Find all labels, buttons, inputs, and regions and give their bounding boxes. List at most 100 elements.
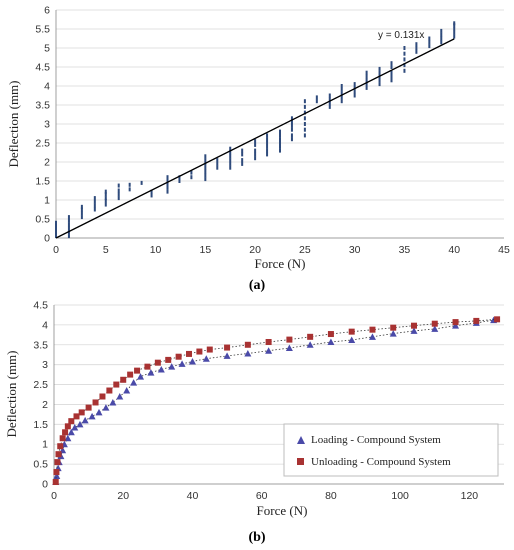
chart-a-point xyxy=(93,207,96,212)
chart-b-unloading-point xyxy=(106,387,113,394)
chart-b-loading-point xyxy=(327,338,335,345)
chart-a-point xyxy=(104,189,107,194)
chart-a-point xyxy=(303,122,306,126)
chart-b-loading-point xyxy=(109,398,117,406)
chart-a-point xyxy=(178,179,181,183)
chart-a-point xyxy=(378,66,381,71)
chart-a-point xyxy=(254,148,257,153)
chart-a-point xyxy=(315,99,318,104)
chart-b-loading-point xyxy=(168,363,176,370)
chart-a-point xyxy=(104,196,107,201)
chart-a-xtick-label: 15 xyxy=(199,244,211,256)
chart-b-xtick-label: 120 xyxy=(461,490,479,502)
chart-a-point xyxy=(428,44,431,49)
chart-b-unloading-point xyxy=(127,371,134,378)
chart-b-unloading-point xyxy=(92,399,99,406)
chart-a-ticks: 0 0.5 1 1.5 2 2.5 3 3.5 4 4.5 5 5.5 6 0 5 10 15 20 25 30 35 4… xyxy=(35,5,510,257)
chart-a-point xyxy=(279,137,281,142)
chart-a-point xyxy=(340,99,343,104)
chart-a-xtick-label: 5 xyxy=(103,244,109,256)
chart-a-xtick-label: 25 xyxy=(299,244,311,256)
chart-a-point xyxy=(67,234,70,239)
chart-b-loading-point xyxy=(147,369,155,376)
chart-a-point xyxy=(128,187,131,192)
chart-b-loading-point xyxy=(130,379,138,386)
chart-a-point xyxy=(216,165,219,170)
chart-a-point xyxy=(178,175,181,180)
chart-b-loading-point xyxy=(178,360,186,367)
chart-a-point xyxy=(403,57,406,62)
chart-a-point xyxy=(254,156,257,161)
chart-b-unloading-point xyxy=(452,319,459,326)
chart-b-unloading-point xyxy=(224,344,231,351)
chart-b-legend-box xyxy=(283,423,499,477)
chart-b-xtick-label: 0 xyxy=(51,490,57,502)
legend-unloading-marker xyxy=(297,458,304,465)
chart-b-ytick-label: 4.5 xyxy=(33,300,48,312)
chart-a-point xyxy=(128,182,131,187)
chart-b-loading-point xyxy=(71,424,79,431)
chart-a-point xyxy=(80,207,83,212)
chart-a-point xyxy=(415,42,418,47)
chart-a-point xyxy=(365,82,368,87)
chart-a-point xyxy=(204,165,207,170)
chart-a-point xyxy=(117,188,120,193)
chart-a-point xyxy=(166,175,169,180)
chart-a-ytick-label: 5.5 xyxy=(35,24,50,36)
chart-a-point xyxy=(303,99,306,104)
chart-b-loading-point xyxy=(452,322,460,329)
chart-a-point xyxy=(328,93,331,98)
chart-a: 0 0.5 1 1.5 2 2.5 3 3.5 4 4.5 5 5.5 6 0 5 10 15 20 25 30 35 4… xyxy=(6,5,510,294)
chart-a-point xyxy=(328,104,331,109)
chart-b-unloading-point xyxy=(473,317,480,324)
chart-a-point xyxy=(328,101,331,106)
chart-a-ylabel: Deflection (mm) xyxy=(6,81,21,168)
chart-b-unloading-point xyxy=(286,336,293,343)
chart-b-ytick-label: 2.5 xyxy=(33,379,48,391)
chart-a-point xyxy=(266,148,269,153)
chart-a-point xyxy=(303,116,306,121)
chart-a-point xyxy=(365,74,368,79)
chart-a-point xyxy=(303,104,306,109)
chart-a-point xyxy=(117,192,120,197)
chart-b-loading-point xyxy=(137,373,145,380)
chart-b-unloading-point xyxy=(327,331,334,338)
chart-b-loading-point xyxy=(389,330,397,337)
chart-a-point xyxy=(241,148,244,153)
chart-b-unloading-point xyxy=(134,367,141,374)
chart-b-xtick-label: 60 xyxy=(256,490,268,502)
chart-a-point xyxy=(290,116,293,121)
chart-b-ytick-label: 4 xyxy=(42,319,48,331)
chart-b-loading-point xyxy=(285,344,293,351)
chart-a-point xyxy=(340,84,343,88)
chart-a-xtick-label: 20 xyxy=(249,244,261,256)
chart-a-point xyxy=(229,161,232,166)
chart-b-loading-point xyxy=(223,352,231,359)
chart-a-ytick-label: 1 xyxy=(44,195,50,207)
chart-a-point xyxy=(216,161,219,166)
chart-b-ytick-label: 0 xyxy=(42,479,48,491)
chart-b-loading-point xyxy=(410,327,418,334)
chart-a-point xyxy=(150,189,153,194)
chart-a-point xyxy=(453,21,456,26)
chart-a-point xyxy=(279,141,281,145)
chart-b-loading-point xyxy=(76,420,84,428)
chart-b-loading-point xyxy=(53,472,61,480)
chart-a-point xyxy=(117,196,120,201)
chart-b-xtick-label: 80 xyxy=(325,490,337,502)
chart-a-ytick-label: 2.5 xyxy=(35,138,50,150)
chart-a-point xyxy=(390,78,393,83)
chart-a-points xyxy=(55,21,456,239)
chart-a-point xyxy=(403,68,406,73)
chart-b-unloading-point xyxy=(411,322,417,329)
chart-a-ytick-label: 1.5 xyxy=(35,176,50,188)
chart-a-point xyxy=(279,144,281,149)
chart-b-ytick-label: 0.5 xyxy=(33,459,48,471)
chart-b-unloading-point xyxy=(54,459,61,466)
chart-a-point xyxy=(67,218,70,223)
chart-a-point xyxy=(266,137,269,142)
chart-a-point xyxy=(117,183,120,188)
chart-b-xtick-label: 20 xyxy=(117,490,129,502)
chart-a-ytick-label: 3.5 xyxy=(35,100,50,112)
chart-a-point xyxy=(290,127,293,132)
